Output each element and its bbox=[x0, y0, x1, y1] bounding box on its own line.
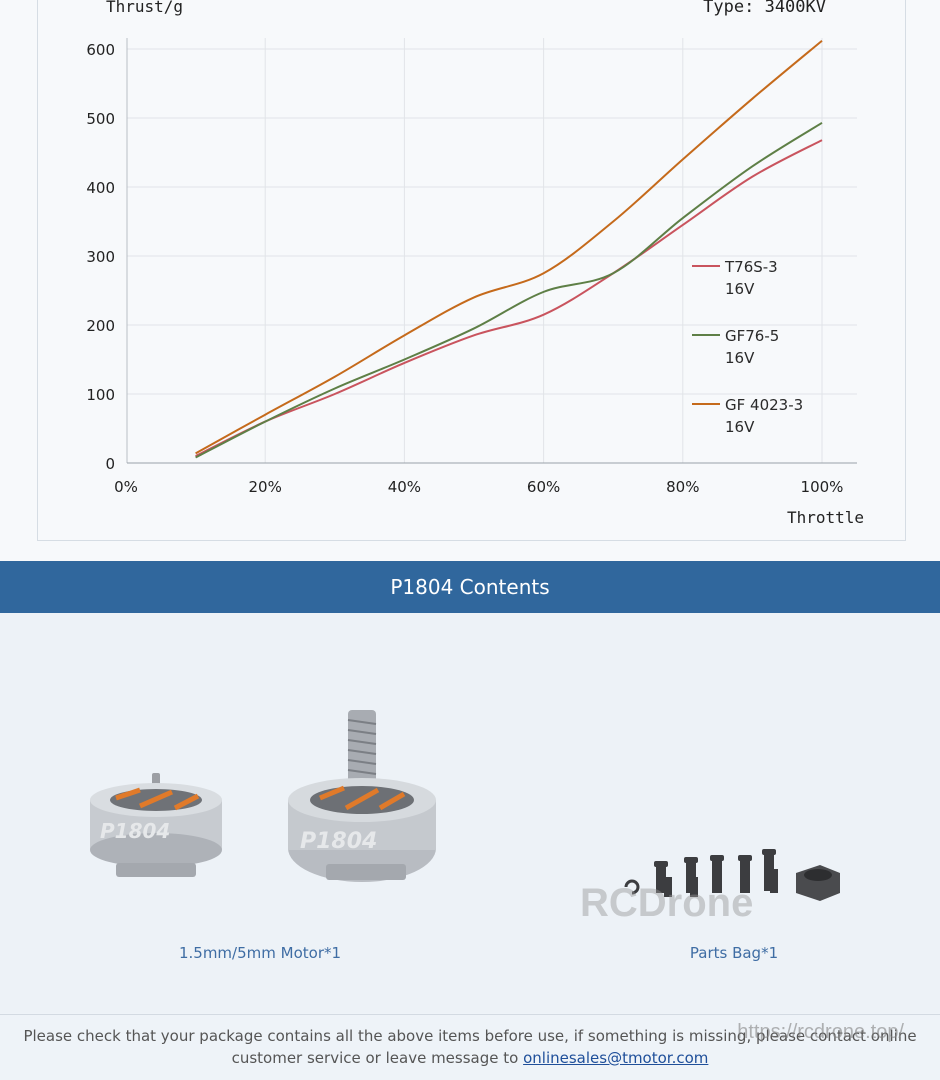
x-tick-label: 40% bbox=[388, 478, 421, 496]
x-axis-title: Throttle bbox=[787, 508, 864, 527]
footer-message: Please check that your package contains … bbox=[23, 1027, 917, 1067]
support-email-link[interactable]: onlinesales@tmotor.com bbox=[523, 1049, 709, 1067]
x-tick-label: 20% bbox=[249, 478, 282, 496]
footer-text-block: Please check that your package contains … bbox=[0, 1025, 940, 1069]
url-watermark: https://rcdrone.top/ bbox=[737, 1021, 904, 1043]
y-axis-title: Thrust/g bbox=[106, 0, 183, 16]
x-tick-label: 0% bbox=[114, 478, 138, 496]
rcdrone-watermark: RCDrone bbox=[580, 881, 754, 925]
svg-text:P1804: P1804 bbox=[100, 819, 170, 843]
series-line-t76s-3 bbox=[195, 139, 823, 457]
legend-sublabel: 16V bbox=[725, 418, 755, 436]
series-line-gf-4023-3 bbox=[195, 39, 823, 455]
x-tick-label: 60% bbox=[527, 478, 560, 496]
svg-text:P1804: P1804 bbox=[300, 829, 377, 854]
parts-bag-caption: Parts Bag*1 bbox=[689, 944, 779, 962]
x-tick-label: 100% bbox=[801, 478, 844, 496]
series-line-gf76-5 bbox=[195, 121, 823, 459]
y-tick-label: 600 bbox=[86, 41, 115, 59]
parts-bag-image bbox=[624, 849, 840, 901]
legend-sublabel: 16V bbox=[725, 349, 755, 367]
y-tick-label: 0 bbox=[105, 455, 115, 473]
legend-label: GF 4023-3 bbox=[725, 396, 803, 414]
y-tick-label: 500 bbox=[86, 110, 115, 128]
y-tick-label: 400 bbox=[86, 179, 115, 197]
motor-type-label: Type: 3400KV bbox=[703, 0, 826, 17]
motor-large-image: P1804 bbox=[288, 710, 436, 882]
y-tick-label: 200 bbox=[86, 317, 115, 335]
y-tick-label: 300 bbox=[86, 248, 115, 266]
legend-label: T76S-3 bbox=[724, 258, 778, 276]
y-tick-label: 100 bbox=[86, 386, 115, 404]
contents-area: P1804 P1804 RCDrone 1. bbox=[0, 613, 940, 1013]
thrust-chart: 0 100 200 300 400 500 600 0% 20% 40% 60% 80% 100% Thr… bbox=[86, 0, 864, 527]
legend-label: GF76-5 bbox=[725, 327, 779, 345]
x-tick-label: 80% bbox=[666, 478, 699, 496]
motor-caption: 1.5mm/5mm Motor*1 bbox=[178, 944, 342, 962]
motor-small-image: P1804 bbox=[90, 773, 222, 877]
contents-banner: P1804 Contents bbox=[0, 561, 940, 613]
thrust-chart-section: 0 100 200 300 400 500 600 0% 20% 40% 60% 80% 100% Thr… bbox=[37, 0, 906, 541]
footer-notice: Please check that your package contains … bbox=[0, 1014, 940, 1080]
legend-sublabel: 16V bbox=[725, 280, 755, 298]
chart-frame bbox=[37, 0, 906, 541]
